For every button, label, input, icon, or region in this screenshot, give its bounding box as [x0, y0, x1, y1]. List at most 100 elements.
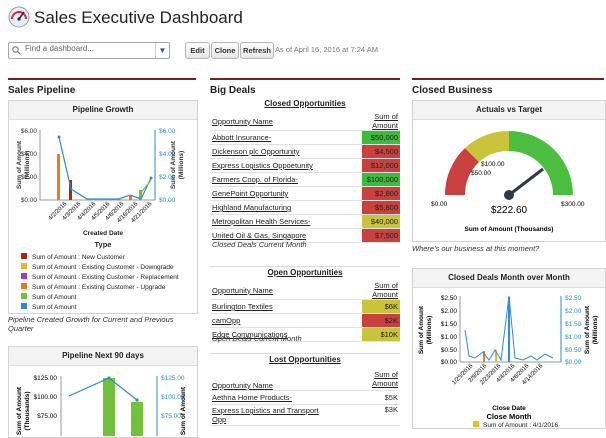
- table-row: Highland Manufacturing $5,800: [210, 200, 400, 215]
- tick-label: $2.00: [441, 308, 458, 315]
- pipeline-next-panel[interactable]: Pipeline Next 90 days $125.00 $100.00 $7…: [8, 346, 198, 438]
- gauge-chart[interactable]: $0.00 $50.00 $100.00 $300.00 $222.60 Sum…: [413, 120, 605, 240]
- legend-label: Sum of Amount : Existing Customer - Upgr…: [32, 284, 166, 291]
- legend-item: Sum of Amount : 4/1/2016: [473, 421, 558, 429]
- tick-label: $0.50: [565, 347, 582, 354]
- y2-axis-label: Sum of Amount: [180, 386, 187, 435]
- dashboard-search[interactable]: Find a dashboard... ▼: [8, 42, 170, 59]
- opportunity-link[interactable]: Metropolitan Health Services-: [210, 214, 362, 229]
- column-divider: [210, 78, 400, 80]
- tick-label: $125.00: [161, 375, 185, 382]
- column-header[interactable]: Sum of Amount: [362, 281, 400, 300]
- closed-opportunities-panel: Closed Opportunities Opportunity Name Sum…: [210, 99, 400, 251]
- as-of-timestamp: As of April 16, 2016 at 7:24 AM: [275, 45, 378, 54]
- table-row: United Oil & Gas, Singapore $7,500: [210, 228, 400, 243]
- chevron-down-icon[interactable]: ▼: [155, 43, 169, 58]
- amount-value: $10K: [362, 327, 400, 342]
- opportunity-link[interactable]: Aethna Home Products-: [210, 390, 360, 405]
- gauge-hub: [504, 190, 514, 200]
- tick-label: $2.50: [441, 295, 458, 302]
- opportunity-link[interactable]: GenePoint Opportunity: [210, 186, 362, 201]
- bar: [103, 378, 115, 436]
- table-row: Aethna Home Products- $5K: [210, 390, 400, 405]
- table-row: Farmers Coop. of Florida- $100,000: [210, 172, 400, 187]
- tick-label: $6.00: [21, 128, 38, 135]
- opportunity-link[interactable]: Express Logistics and Transport: [212, 406, 319, 415]
- opportunity-link[interactable]: camOpp: [210, 313, 362, 328]
- legend-swatch: [21, 293, 27, 299]
- opportunity-link[interactable]: Opp: [212, 415, 227, 424]
- legend-label: Sum of Amount : Existing Customer - Repl…: [32, 274, 179, 281]
- series-line: [139, 179, 152, 195]
- amount-value: $2K: [362, 313, 400, 328]
- data-point: [57, 135, 61, 139]
- dashboard-logo-icon: [8, 6, 30, 28]
- opportunity-link[interactable]: Edge Communications: [210, 327, 362, 342]
- search-input[interactable]: Find a dashboard...: [25, 44, 94, 53]
- table-row: Burlington Textiles $6K: [210, 299, 400, 314]
- amount-value: $6K: [362, 299, 400, 314]
- pipeline-growth-chart[interactable]: $6.00 $4.00 $2.00 $0.00 $6.00 $4.00 $2.0…: [9, 120, 197, 313]
- column-header[interactable]: Opportunity Name: [210, 368, 360, 391]
- column-title-sales-pipeline: Sales Pipeline: [8, 85, 76, 96]
- legend-label: Sum of Amount : New Customer: [32, 254, 125, 261]
- lost-opportunities-table: Opportunity Name Sum of Amount Aethna Hom…: [210, 368, 400, 426]
- gauge-label: Sum of Amount (Thousands): [465, 226, 554, 233]
- table-row: Abbott Insurance- $50,000: [210, 130, 400, 145]
- y-axis-label: (Millions): [24, 151, 31, 180]
- opportunity-link[interactable]: Farmers Coop. of Florida-: [210, 172, 362, 187]
- pipeline-growth-panel[interactable]: Pipeline Growth $6.00 $4.00 $2.00 $0.00 …: [8, 100, 198, 314]
- gauge-needle: [508, 167, 544, 197]
- y2-axis-label: (Millions): [592, 316, 599, 345]
- closed-opportunities-table: Opportunity Name Sum of Amount Abbott Ins…: [210, 112, 400, 243]
- clone-button[interactable]: Clone: [211, 42, 239, 59]
- opportunity-link[interactable]: United Oil & Gas, Singapore: [210, 228, 362, 243]
- data-point: [149, 176, 153, 180]
- actuals-caption: Where's our business at this moment?: [412, 244, 540, 253]
- gauge-band-mid: [465, 130, 509, 162]
- open-opportunities-panel: Open Opportunities Opportunity Name Sum o…: [210, 266, 400, 342]
- column-header[interactable]: Sum of Amount: [362, 112, 400, 131]
- column-header[interactable]: Opportunity Name: [210, 281, 362, 300]
- legend-swatch: [21, 283, 27, 289]
- column-header[interactable]: Sum of: [374, 370, 398, 379]
- amount-value: $3K: [359, 404, 400, 426]
- pipeline-next-chart[interactable]: $125.00 $100.00 $75.00 $125.00 $100.00 $…: [9, 366, 197, 436]
- legend-item: Sum of Amount : Existing Customer - Repl…: [21, 273, 196, 283]
- series-line: [464, 295, 554, 362]
- table-row: Metropolitan Health Services- $40,000: [210, 214, 400, 229]
- opportunity-link[interactable]: Burlington Textiles: [210, 299, 362, 314]
- opportunity-link[interactable]: Dickenson plc Opportunity: [210, 144, 362, 159]
- panel-title: Pipeline Next 90 days: [9, 347, 197, 366]
- legend-swatch: [21, 253, 27, 259]
- y2-axis-label: (Millions): [178, 151, 185, 180]
- opportunity-link[interactable]: Express Logistics Oppoetunity: [210, 158, 362, 173]
- column-divider: [412, 78, 604, 80]
- tick-label: $75.00: [37, 413, 57, 420]
- table-row: Edge Communications $10K: [210, 327, 400, 342]
- amount-value: $5,800: [362, 200, 400, 215]
- edit-button[interactable]: Edit: [185, 42, 210, 59]
- legend-label: Sum of Amount: [32, 304, 77, 311]
- closed-deals-month-panel[interactable]: Closed Deals Month over Month $2.50 $2.0…: [412, 268, 606, 429]
- tick-label: $4.00: [159, 151, 176, 158]
- opportunity-link[interactable]: Abbott Insurance-: [210, 130, 362, 145]
- column-header[interactable]: Amount: [372, 379, 398, 388]
- tick-label: $0.00: [21, 197, 38, 204]
- amount-value: $40,000: [362, 214, 400, 229]
- table-title: Closed Opportunities: [264, 99, 346, 108]
- closed-deals-chart[interactable]: $2.50 $2.00 $1.50 $1.00 $0.50 $0.00 $2.5…: [413, 288, 605, 428]
- legend-swatch: [21, 273, 27, 279]
- tick-label: $100.00: [34, 394, 58, 401]
- bar: [69, 180, 72, 200]
- tick-label: $1.00: [565, 334, 582, 341]
- refresh-button[interactable]: Refresh: [240, 42, 274, 59]
- tick-label: $1.50: [441, 321, 458, 328]
- column-header[interactable]: Opportunity Name: [210, 112, 362, 131]
- amount-value: $12,000: [362, 158, 400, 173]
- actuals-vs-target-panel[interactable]: Actuals vs Target $0.00 $50.00 $100.00 $…: [412, 100, 606, 242]
- legend-label: Sum of Amount : Existing Customer - Down…: [32, 264, 174, 271]
- table-row: camOpp $2K: [210, 313, 400, 328]
- opportunity-link[interactable]: Highland Manufacturing: [210, 200, 362, 215]
- tick-label: $0.00: [159, 197, 176, 204]
